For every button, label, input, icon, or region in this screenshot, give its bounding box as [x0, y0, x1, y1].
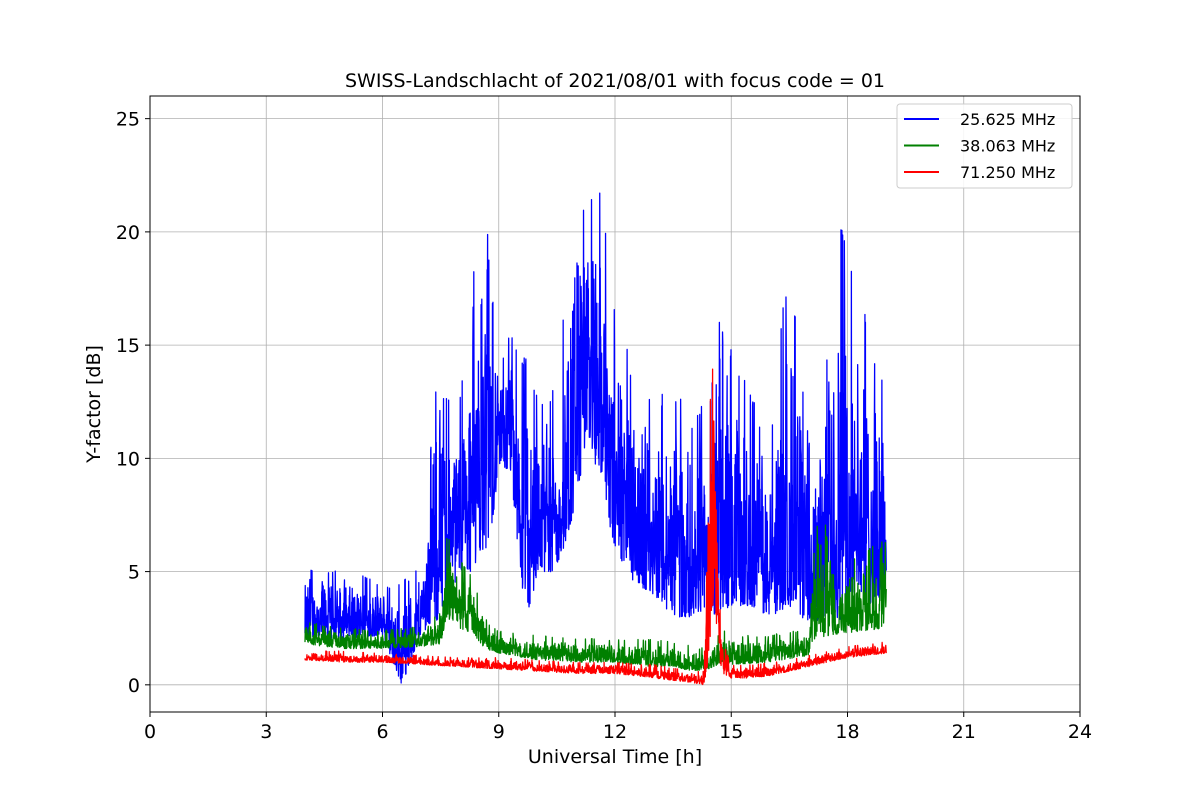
- legend-label: 25.625 MHz: [960, 110, 1055, 129]
- series-layer: [304, 192, 887, 686]
- x-tick-label: 18: [835, 721, 859, 743]
- y-tick-label: 0: [128, 675, 140, 697]
- y-tick-label: 20: [116, 222, 140, 244]
- y-tick-label: 10: [116, 448, 140, 470]
- ticks: 0 3 6 9 12 15 18 21 24 0 5 10 15 20 25: [116, 109, 1092, 743]
- chart-title: SWISS-Landschlacht of 2021/08/01 with fo…: [345, 70, 885, 92]
- y-axis-label: Y-factor [dB]: [83, 345, 105, 464]
- y-tick-label: 5: [128, 562, 140, 584]
- x-tick-label: 9: [493, 721, 505, 743]
- x-tick-label: 12: [603, 721, 627, 743]
- x-tick-label: 6: [376, 721, 388, 743]
- x-tick-label: 0: [144, 721, 156, 743]
- x-axis-label: Universal Time [h]: [528, 746, 702, 768]
- legend: 25.625 MHz 38.063 MHz 71.250 MHz: [896, 103, 1073, 189]
- legend-label: 38.063 MHz: [960, 137, 1055, 156]
- x-tick-label: 24: [1068, 721, 1092, 743]
- legend-label: 71.250 MHz: [960, 163, 1055, 182]
- x-tick-label: 21: [952, 721, 976, 743]
- x-tick-label: 15: [719, 721, 743, 743]
- y-tick-label: 25: [116, 109, 140, 131]
- series-line-2: [304, 524, 887, 672]
- x-tick-label: 3: [260, 721, 272, 743]
- series-line-3: [304, 368, 887, 686]
- legend-box: [896, 103, 1073, 189]
- y-tick-label: 15: [116, 335, 140, 357]
